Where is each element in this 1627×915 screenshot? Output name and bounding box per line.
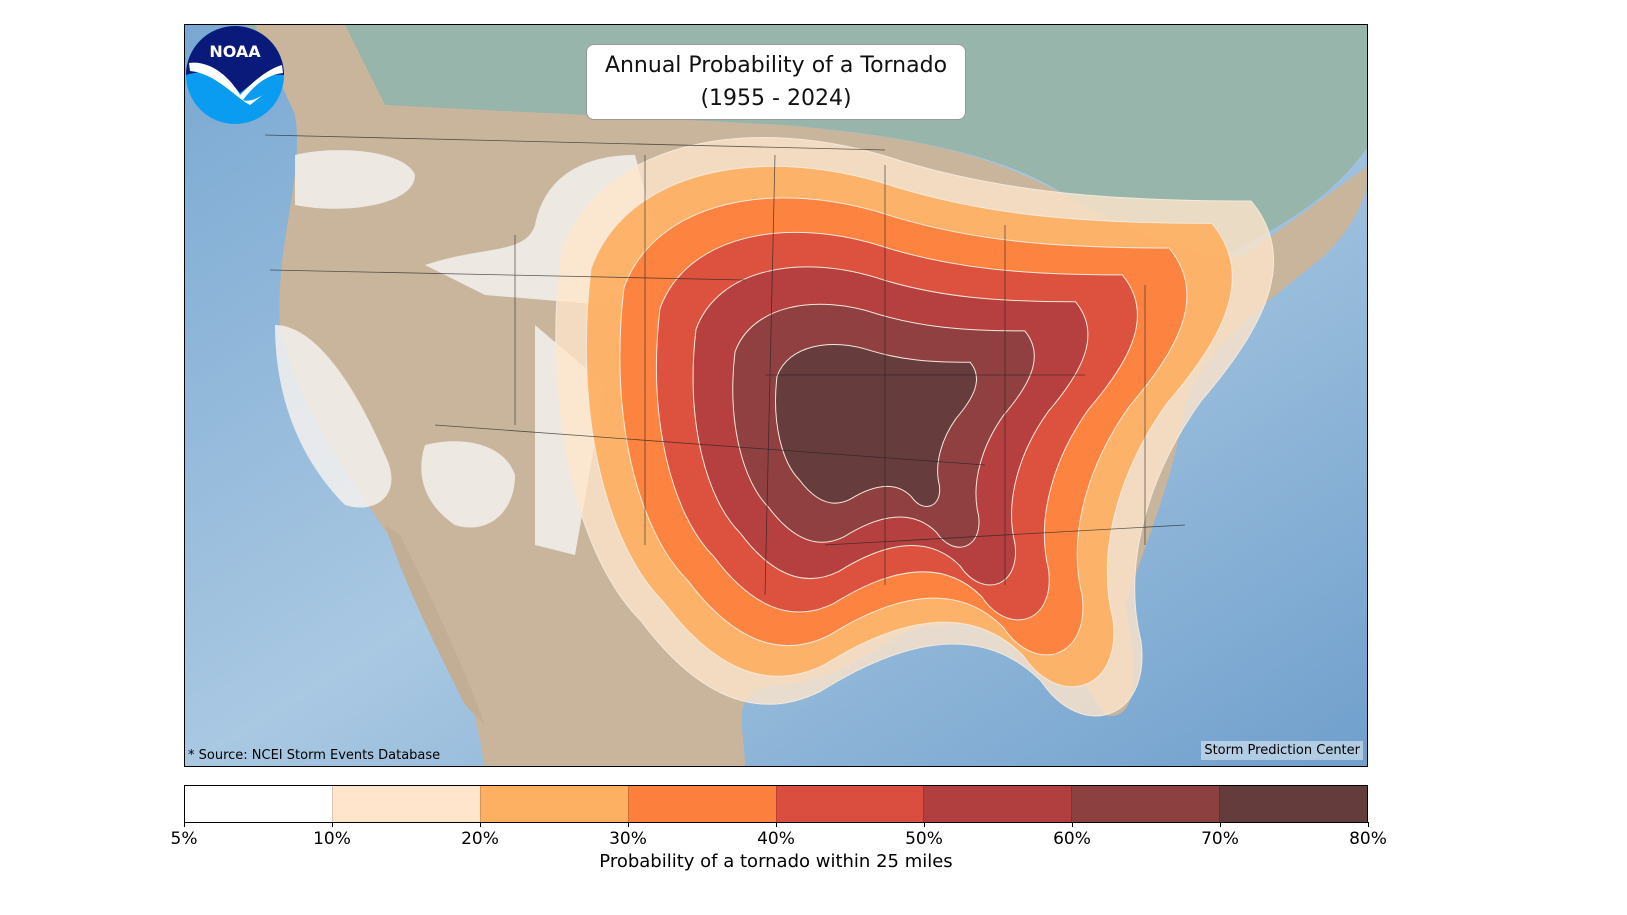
map-panel: Annual Probability of a Tornado (1955 - … bbox=[184, 24, 1368, 767]
colorbar-tick-label: 20% bbox=[461, 829, 499, 849]
colorbar-tick-label: 80% bbox=[1349, 829, 1387, 849]
probability-contours bbox=[555, 137, 1275, 717]
colorbar-tick-mark bbox=[183, 822, 185, 827]
colorbar-tick-mark bbox=[1367, 822, 1369, 827]
colorbar-segment bbox=[479, 786, 628, 822]
state-borders bbox=[264, 134, 1186, 596]
colorbar-segment bbox=[1219, 786, 1367, 822]
colorbar-tick-mark bbox=[627, 822, 629, 827]
baja-california bbox=[385, 525, 485, 725]
colorbar-segment bbox=[923, 786, 1072, 822]
noaa-logo-icon: NOAA bbox=[186, 26, 284, 124]
colorbar-segment bbox=[185, 786, 332, 822]
title-line-2: (1955 - 2024) bbox=[700, 86, 852, 111]
colorbar-tick-mark bbox=[1219, 822, 1221, 827]
colorbar-segment bbox=[627, 786, 776, 822]
contour-level-70pct bbox=[775, 344, 978, 507]
credit-label: Storm Prediction Center bbox=[1201, 741, 1363, 760]
colorbar-tick-label: 10% bbox=[313, 829, 351, 849]
colorbar-segment bbox=[775, 786, 924, 822]
colorbar-label: Probability of a tornado within 25 miles bbox=[599, 851, 953, 872]
source-note: * Source: NCEI Storm Events Database bbox=[188, 748, 441, 763]
map-title: Annual Probability of a Tornado (1955 - … bbox=[586, 44, 966, 120]
colorbar-tick-mark bbox=[923, 822, 925, 827]
colorbar-tick-label: 50% bbox=[905, 829, 943, 849]
colorbar-tick-label: 40% bbox=[757, 829, 795, 849]
colorbar-tick-mark bbox=[331, 822, 333, 827]
colorbar bbox=[184, 785, 1368, 823]
colorbar-tick-mark bbox=[479, 822, 481, 827]
colorbar-tick-mark bbox=[1071, 822, 1073, 827]
colorbar-tick-label: 30% bbox=[609, 829, 647, 849]
colorbar-segment bbox=[331, 786, 480, 822]
title-line-1: Annual Probability of a Tornado bbox=[604, 53, 948, 78]
colorbar-tick-label: 60% bbox=[1053, 829, 1091, 849]
colorbar-segment bbox=[1071, 786, 1220, 822]
colorbar-tick-label: 5% bbox=[170, 829, 198, 849]
map-canvas bbox=[185, 25, 1367, 766]
svg-text:NOAA: NOAA bbox=[209, 42, 261, 61]
colorbar-tick-mark bbox=[775, 822, 777, 827]
colorbar-tick-label: 70% bbox=[1201, 829, 1239, 849]
